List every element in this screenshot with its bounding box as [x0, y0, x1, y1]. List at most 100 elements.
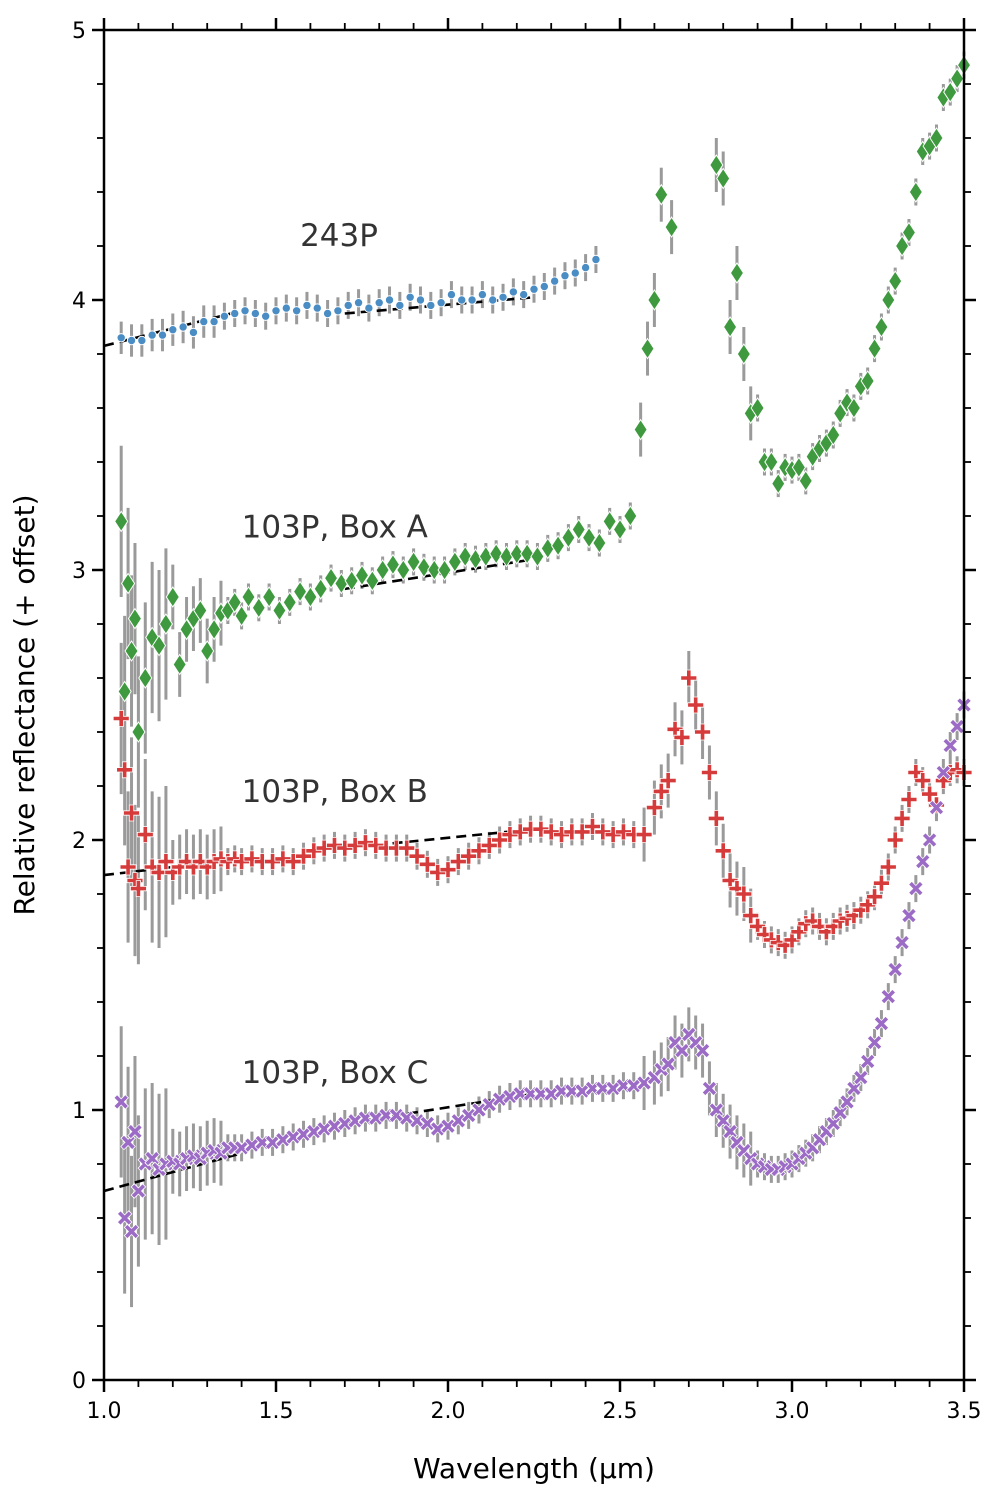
y-tick-label: 1	[72, 1099, 86, 1124]
data-point	[357, 834, 374, 852]
data-point	[416, 556, 432, 579]
data-point	[233, 1140, 250, 1156]
fit-line	[103, 1151, 242, 1193]
data-point	[450, 1113, 467, 1129]
data-point	[112, 710, 130, 727]
data-point	[833, 402, 848, 425]
data-point	[158, 613, 174, 635]
data-point	[591, 254, 601, 265]
data-point	[374, 298, 384, 308]
data-point	[852, 901, 870, 919]
series-label: 103P, Box C	[242, 1055, 429, 1091]
data-point	[312, 303, 322, 313]
data-point	[604, 826, 622, 843]
data-point	[291, 306, 302, 316]
data-point	[518, 289, 529, 300]
data-point	[750, 397, 765, 419]
x-tick-label: 2.0	[431, 1399, 466, 1424]
data-point	[137, 335, 147, 346]
data-point	[326, 1118, 343, 1134]
data-point	[437, 559, 452, 581]
data-point	[881, 289, 896, 311]
data-point	[592, 532, 607, 554]
data-point	[460, 847, 478, 865]
data-point	[520, 542, 535, 565]
data-point	[124, 640, 139, 662]
data-point	[886, 831, 904, 849]
data-point	[439, 861, 457, 879]
data-point	[894, 934, 910, 951]
data-point	[206, 618, 222, 641]
data-point	[928, 799, 945, 816]
data-point	[950, 67, 965, 90]
data-point	[127, 1123, 143, 1140]
data-point	[839, 1094, 855, 1110]
data-point	[250, 308, 261, 319]
data-point	[130, 1183, 147, 1199]
data-point	[846, 1080, 862, 1097]
data-point	[636, 1075, 652, 1091]
data-point	[116, 333, 126, 343]
data-point	[879, 858, 897, 876]
data-point	[302, 300, 312, 311]
data-point	[123, 804, 140, 822]
data-point	[901, 907, 917, 924]
data-point	[715, 1113, 731, 1129]
data-point	[151, 634, 167, 657]
data-point	[935, 764, 952, 781]
data-point	[714, 842, 732, 860]
data-point	[612, 518, 628, 541]
data-point	[874, 316, 889, 338]
data-point	[447, 550, 462, 573]
data-point	[212, 850, 230, 868]
data-point	[776, 936, 794, 954]
data-point	[343, 300, 353, 311]
data-point	[313, 577, 328, 600]
data-point	[845, 907, 863, 924]
data-point	[303, 586, 318, 608]
data-point	[157, 853, 175, 870]
y-tick-label: 4	[72, 289, 86, 314]
data-point	[226, 850, 244, 868]
data-point	[396, 559, 411, 581]
data-point	[687, 696, 705, 714]
data-point	[887, 961, 903, 978]
x-tick-label: 3.0	[775, 1399, 810, 1424]
data-point	[119, 858, 137, 876]
data-point	[457, 295, 467, 305]
data-point	[530, 545, 545, 568]
data-point	[251, 596, 266, 619]
data-point	[367, 837, 385, 854]
data-point	[199, 316, 209, 327]
data-point	[571, 518, 586, 541]
data-point	[234, 604, 249, 627]
data-point	[707, 810, 725, 827]
data-point	[168, 325, 178, 335]
data-point	[241, 586, 256, 608]
data-point	[227, 591, 242, 614]
x-axis-title: Wavelength (µm)	[413, 1452, 655, 1485]
data-point	[388, 1107, 405, 1124]
data-point	[652, 783, 670, 800]
data-point	[264, 853, 281, 870]
data-point	[549, 276, 560, 286]
data-point	[347, 1113, 363, 1129]
data-point	[185, 858, 202, 876]
data-point	[113, 1094, 129, 1110]
data-point	[646, 799, 663, 816]
y-tick-label: 3	[72, 559, 86, 584]
data-point	[873, 1015, 890, 1032]
data-point	[264, 1134, 281, 1151]
data-point	[553, 826, 570, 843]
data-point	[120, 572, 136, 595]
data-point	[508, 287, 519, 297]
data-point	[282, 591, 297, 614]
data-point	[694, 723, 711, 741]
data-point	[446, 289, 457, 300]
data-point	[385, 553, 401, 576]
data-point	[130, 880, 147, 897]
data-point	[193, 599, 208, 622]
y-tick-label: 5	[72, 19, 86, 44]
data-point	[295, 1126, 312, 1143]
